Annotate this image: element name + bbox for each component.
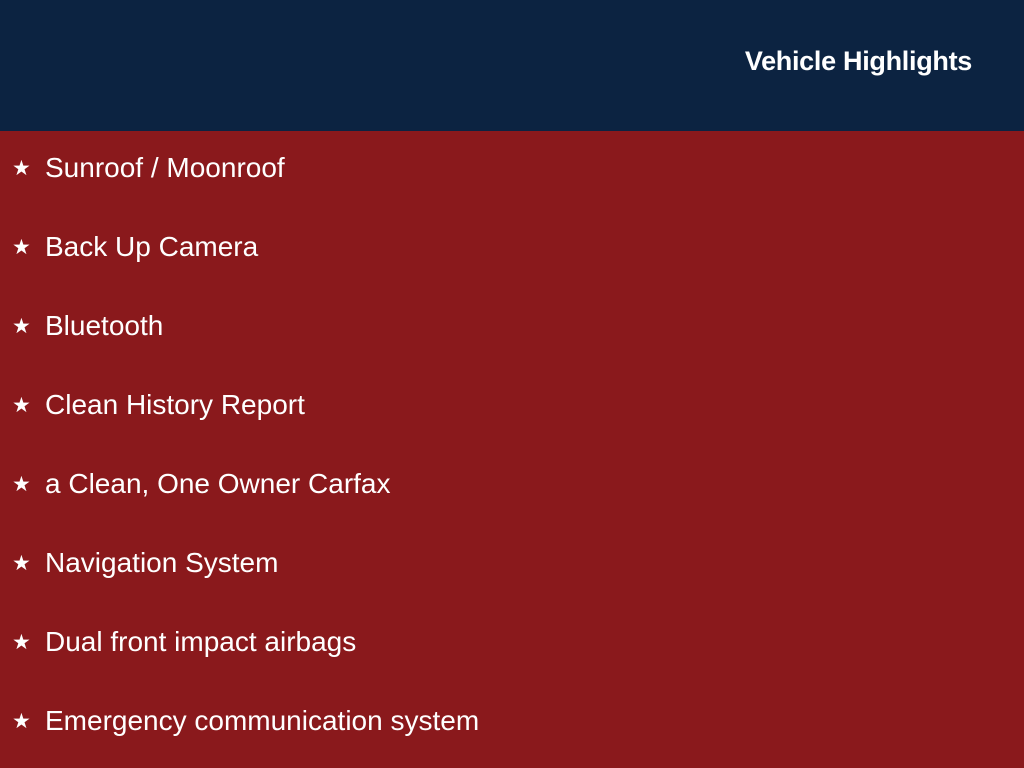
highlight-item: ★ Bluetooth <box>12 306 163 346</box>
star-icon: ★ <box>12 156 31 180</box>
highlight-label: a Clean, One Owner Carfax <box>45 468 391 499</box>
highlight-item: ★ Clean History Report <box>12 385 305 425</box>
highlight-label: Back Up Camera <box>45 231 259 262</box>
star-icon: ★ <box>12 472 31 496</box>
highlight-label: Sunroof / Moonroof <box>45 152 285 183</box>
highlight-item: ★ Navigation System <box>12 543 278 583</box>
highlight-item: ★ Dual front impact airbags <box>12 622 356 662</box>
star-icon: ★ <box>12 314 31 338</box>
star-icon: ★ <box>12 393 31 417</box>
star-icon: ★ <box>12 235 31 259</box>
page-title: Vehicle Highlights <box>744 46 972 76</box>
star-icon: ★ <box>12 709 31 733</box>
highlights-list: ★ Sunroof / Moonroof ★ Back Up Camera ★ Bluet… <box>0 131 1024 768</box>
highlight-item: ★ Back Up Camera <box>12 227 258 267</box>
highlight-label: Bluetooth <box>45 310 164 341</box>
highlight-label: Dual front impact airbags <box>45 626 357 657</box>
highlight-label: Emergency communication system <box>45 705 480 736</box>
star-icon: ★ <box>12 551 31 575</box>
header: Vehicle Highlights <box>0 0 1024 131</box>
star-icon: ★ <box>12 630 31 654</box>
highlight-item: ★ Emergency communication system <box>12 701 479 741</box>
highlight-label: Navigation System <box>45 547 279 578</box>
highlight-item: ★ Sunroof / Moonroof <box>12 148 285 188</box>
highlight-item: ★ a Clean, One Owner Carfax <box>12 464 391 504</box>
highlight-label: Clean History Report <box>45 389 305 420</box>
